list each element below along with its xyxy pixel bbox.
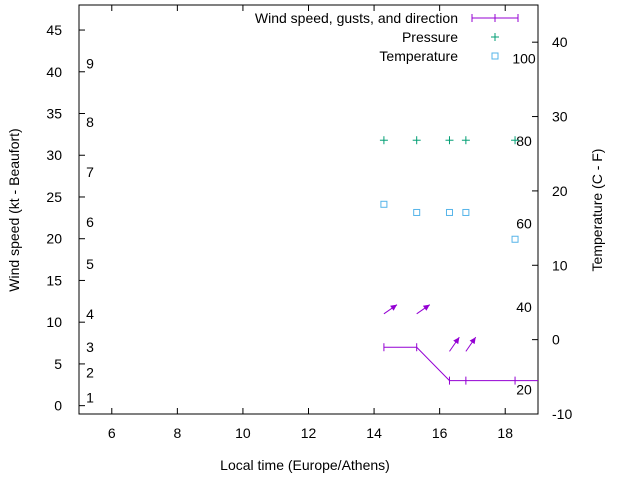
legend-temperature-mark (491, 52, 499, 60)
wind-speed-line (383, 346, 538, 382)
series-group (379, 136, 538, 385)
temperature-point (462, 208, 470, 216)
temperature-point (380, 200, 388, 208)
y-axis-label-left: Wind speed (kt - Beaufort) (6, 128, 22, 291)
x-tick-label: 14 (366, 425, 382, 441)
beaufort-label: 5 (86, 256, 94, 272)
wind-direction-arrow (465, 336, 477, 352)
beaufort-label: 4 (86, 306, 94, 322)
y-tick-label-right: 30 (552, 109, 568, 125)
pressure-point (412, 136, 421, 145)
beaufort-labels: 1 2 3 4 5 6 7 8 9 (86, 55, 94, 405)
y-tick-label-left: 15 (46, 272, 62, 288)
beaufort-label: 2 (86, 364, 94, 380)
pressure-point (461, 136, 470, 145)
beaufort-label: 6 (86, 214, 94, 230)
y-axis-label-right: Temperature (C - F) (589, 149, 605, 272)
wind-direction-arrow (383, 304, 398, 315)
beaufort-label: 9 (86, 55, 94, 71)
beaufort-label: 7 (86, 164, 94, 180)
temperature-point (511, 235, 519, 243)
wind-direction-head (469, 337, 476, 345)
y-tick-label-left: 0 (54, 398, 62, 414)
beaufort-label: 1 (86, 389, 94, 405)
y-tick-label-left: 45 (46, 22, 62, 38)
wind-direction-arrow (449, 336, 460, 352)
wind-direction-head (390, 304, 398, 311)
x-tick-label: 8 (173, 425, 181, 441)
pressure-point (379, 136, 388, 145)
temperature-point (413, 208, 421, 216)
beaufort-label: 3 (86, 339, 94, 355)
wind-direction-head (453, 337, 460, 345)
y-tick-label-left: 30 (46, 147, 62, 163)
x-tick-label: 16 (432, 425, 448, 441)
fahrenheit-label: 60 (516, 216, 532, 232)
y-tick-label-left: 10 (46, 314, 62, 330)
y-tick-label-left: 20 (46, 231, 62, 247)
y-tick-label-left: 35 (46, 106, 62, 122)
x-tick-label: 12 (301, 425, 317, 441)
wind-direction-arrow (416, 304, 431, 315)
pressure-point (511, 136, 520, 145)
tick-labels: 6 8 10 12 14 16 18051015202530354045-100102030… (46, 22, 572, 441)
fahrenheit-label: 80 (516, 133, 532, 149)
y-tick-label-right: 10 (552, 257, 568, 273)
beaufort-label: 8 (86, 114, 94, 130)
y-tick-label-left: 25 (46, 189, 62, 205)
x-axis-label: Local time (Europe/Athens) (220, 457, 390, 473)
fahrenheit-label: 100 (512, 51, 536, 67)
y-tick-label-right: -10 (552, 406, 572, 422)
x-tick-label: 18 (497, 425, 513, 441)
fahrenheit-label: 20 (516, 381, 532, 397)
y-tick-label-right: 40 (552, 34, 568, 50)
y-tick-label-left: 40 (46, 64, 62, 80)
x-tick-label: 10 (235, 425, 251, 441)
y-tick-label-right: 20 (552, 183, 568, 199)
fahrenheit-labels: 20 40 60 80 100 (512, 51, 536, 398)
legend-label: Temperature (379, 48, 458, 64)
wind-direction-head (422, 304, 430, 311)
y-tick-label-right: 0 (552, 332, 560, 348)
legend-label: Pressure (402, 29, 458, 45)
axis-ticks (79, 5, 538, 415)
y-tick-label-left: 5 (54, 356, 62, 372)
x-tick-label: 6 (108, 425, 116, 441)
legend-label: Wind speed, gusts, and direction (255, 10, 458, 26)
fahrenheit-label: 40 (516, 299, 532, 315)
legend: Wind speed, gusts, and direction Pressure… (255, 10, 519, 64)
pressure-point (445, 136, 454, 145)
temperature-point (445, 208, 453, 216)
